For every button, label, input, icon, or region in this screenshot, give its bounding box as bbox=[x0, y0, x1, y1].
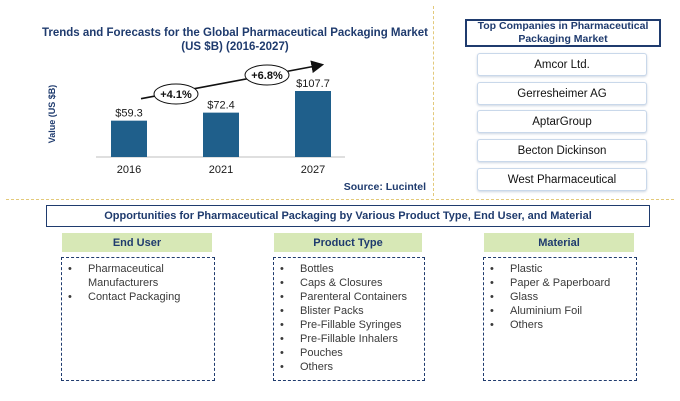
growth-oval bbox=[244, 64, 290, 86]
list-item: Plastic bbox=[490, 262, 632, 276]
company-item: Gerresheimer AG bbox=[477, 82, 647, 105]
list-item: Pre-Fillable Syringes bbox=[280, 318, 420, 332]
product-type-heading: Product Type bbox=[274, 233, 422, 252]
bar bbox=[111, 120, 147, 157]
x-tick-label: 2016 bbox=[117, 164, 141, 176]
list-item: Caps & Closures bbox=[280, 276, 420, 290]
chart-title: Trends and Forecasts for the Global Phar… bbox=[41, 27, 428, 53]
end-user-heading: End User bbox=[62, 233, 212, 252]
list-item: Others bbox=[280, 360, 420, 374]
bar-value-label: $72.4 bbox=[207, 100, 235, 112]
list-item: Contact Packaging bbox=[68, 290, 210, 304]
companies-title: Top Companies in Pharmaceutical Packagin… bbox=[465, 19, 661, 47]
end-user-list: Pharmaceutical Manufacturers Contact Pac… bbox=[61, 257, 215, 381]
material-list: Plastic Paper & Paperboard Glass Alumini… bbox=[483, 257, 637, 381]
growth-oval bbox=[153, 83, 199, 105]
company-item: AptarGroup bbox=[477, 110, 647, 133]
bar bbox=[203, 112, 239, 157]
list-item: Aluminium Foil bbox=[490, 304, 632, 318]
list-item: Glass bbox=[490, 290, 632, 304]
list-item: Blister Packs bbox=[280, 304, 420, 318]
bar-value-label: $59.3 bbox=[115, 108, 143, 120]
company-item: West Pharmaceutical bbox=[477, 168, 647, 191]
product-type-list: Bottles Caps & Closures Parenteral Conta… bbox=[273, 257, 425, 381]
company-item: Becton Dickinson bbox=[477, 139, 647, 162]
list-item: Paper & Paperboard bbox=[490, 276, 632, 290]
company-item: Amcor Ltd. bbox=[477, 53, 647, 76]
vertical-divider bbox=[433, 6, 434, 196]
growth-label: +4.1% bbox=[160, 89, 192, 101]
list-item: Pouches bbox=[280, 346, 420, 360]
bar bbox=[295, 91, 331, 157]
horizontal-divider bbox=[6, 199, 674, 200]
bar-value-label: $107.7 bbox=[296, 78, 330, 90]
list-item: Pre-Fillable Inhalers bbox=[280, 332, 420, 346]
bar-chart: $59.3 2016 $72.4 2021 $107.7 2027 +4.1% +6.8% bbox=[96, 60, 345, 176]
list-item: Parenteral Containers bbox=[280, 290, 420, 304]
list-item: Pharmaceutical Manufacturers bbox=[68, 262, 210, 290]
opportunities-title: Opportunities for Pharmaceutical Packagi… bbox=[46, 205, 650, 227]
growth-label: +6.8% bbox=[251, 70, 283, 82]
list-item: Others bbox=[490, 318, 632, 332]
material-heading: Material bbox=[484, 233, 634, 252]
chart-source: Source: Lucintel bbox=[343, 181, 426, 193]
x-tick-label: 2027 bbox=[301, 164, 325, 176]
x-tick-label: 2021 bbox=[209, 164, 233, 176]
list-item: Bottles bbox=[280, 262, 420, 276]
